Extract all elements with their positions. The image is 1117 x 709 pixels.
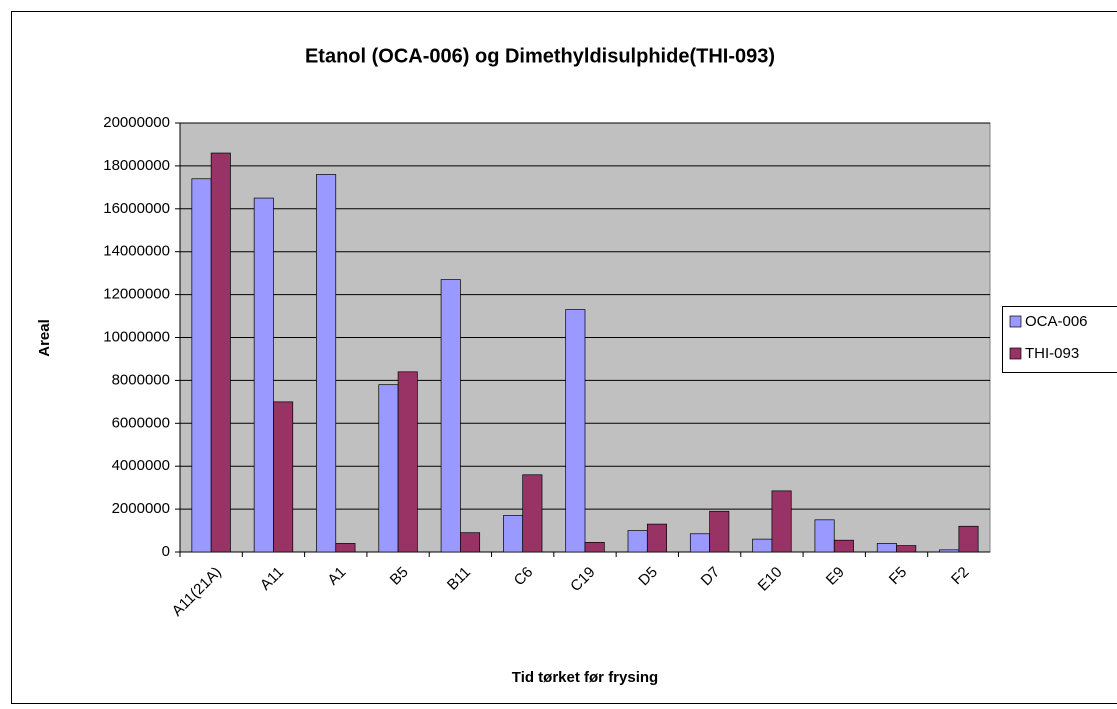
bar [522, 474, 543, 553]
bar [939, 549, 960, 553]
y-tick-label: 0 [162, 543, 170, 560]
bar [958, 525, 979, 553]
bar [440, 279, 461, 553]
y-tick-label: 18000000 [103, 157, 170, 174]
bar [503, 515, 524, 553]
legend-label: OCA-006 [1025, 313, 1088, 330]
bar [833, 539, 854, 553]
legend-swatch [1009, 315, 1022, 328]
bar [273, 401, 294, 553]
y-axis-label: Areal [36, 319, 53, 357]
bar [584, 541, 605, 553]
y-tick-label: 16000000 [103, 200, 170, 217]
legend-swatch [1009, 347, 1022, 360]
bar [876, 543, 897, 553]
y-tick-label: 10000000 [103, 328, 170, 345]
y-tick-label: 4000000 [112, 457, 170, 474]
chart-title: Etanol (OCA-006) og Dimethyldisulphide(T… [305, 45, 775, 67]
bar [210, 152, 231, 553]
bar [627, 530, 648, 553]
bar [646, 523, 667, 553]
bar [316, 174, 337, 553]
bar [335, 543, 356, 553]
legend [1002, 306, 1117, 373]
x-axis-label: Tid tørket før frysing [512, 669, 658, 686]
y-tick-label: 14000000 [103, 243, 170, 260]
bar [253, 197, 274, 553]
bar [397, 371, 418, 553]
legend-label: THI-093 [1025, 345, 1079, 362]
bar [752, 538, 773, 553]
bar [814, 519, 835, 553]
y-tick-label: 12000000 [103, 286, 170, 303]
bar [460, 532, 481, 553]
bar [191, 178, 212, 553]
bar [378, 384, 399, 553]
bar [709, 510, 730, 553]
y-tick-label: 8000000 [112, 371, 170, 388]
y-tick-label: 20000000 [103, 114, 170, 131]
bar [689, 533, 710, 553]
y-tick-label: 2000000 [112, 500, 170, 517]
bar [896, 545, 917, 553]
y-tick-label: 6000000 [112, 414, 170, 431]
bar [565, 309, 586, 553]
bar [771, 490, 792, 553]
